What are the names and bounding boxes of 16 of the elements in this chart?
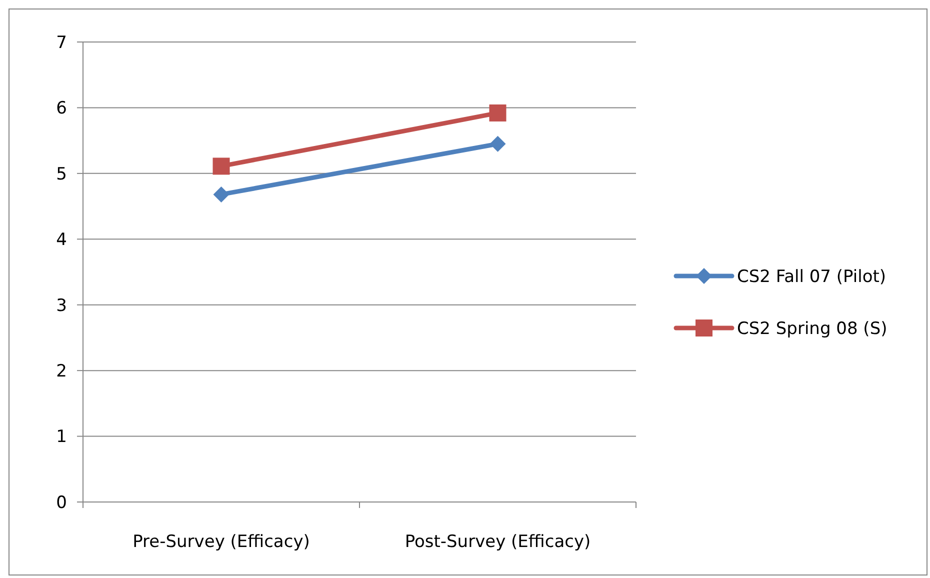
point [212,158,230,175]
y-tick-label: 6 [56,98,67,119]
y-tick-label: 1 [56,427,67,448]
x-tick-label: Pre-Survey (Efficacy) [132,532,310,552]
x-tick-label: Post-Survey (Efficacy) [404,532,591,552]
y-tick-label: 0 [56,492,67,513]
y-tick-label: 7 [56,32,67,53]
legend-label: CS2 Spring 08 (S) [737,318,888,339]
y-tick-label: 2 [56,362,67,382]
point [489,104,506,122]
y-tick-label: 3 [56,296,67,316]
y-tick-label: 5 [56,164,67,184]
point [490,136,506,152]
legend-label: CS2 Fall 07 (Pilot) [737,266,886,287]
y-tick-label: 4 [56,230,67,250]
point [213,186,230,202]
